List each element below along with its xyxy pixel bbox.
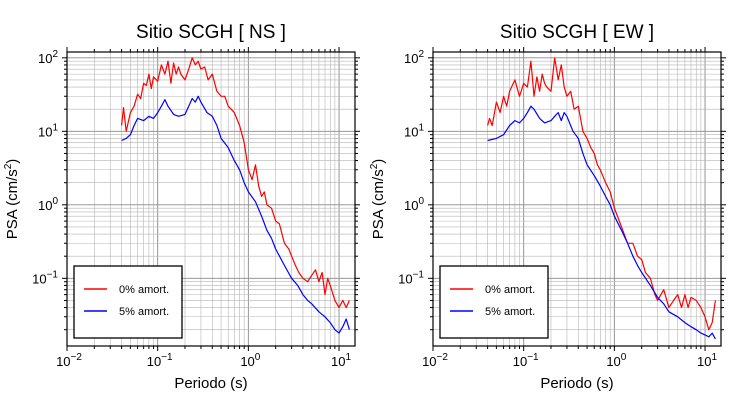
y-tick-label: 102: [38, 49, 58, 66]
legend-label: 5% amort.: [485, 306, 535, 318]
tick-base: 10: [38, 51, 52, 66]
y-tick-label: 101: [38, 122, 58, 139]
legend-label: 0% amort.: [119, 284, 169, 296]
x-tick-label: 100: [240, 352, 260, 369]
tick-base: 10: [697, 354, 711, 369]
y-label-superscript: 2: [3, 163, 14, 169]
tick-exponent: 2: [418, 49, 424, 60]
legend: 0% amort. 5% amort.: [73, 265, 183, 339]
tick-base: 10: [147, 354, 161, 369]
tick-base: 10: [404, 198, 418, 213]
tick-exponent: 1: [711, 352, 717, 363]
tick-base: 10: [606, 354, 620, 369]
series-line-0: [121, 57, 350, 309]
plot-frame: [432, 51, 722, 347]
y-label-main: PSA (cm/s: [4, 169, 21, 239]
tick-base: 10: [404, 124, 418, 139]
series-line-1: [487, 105, 716, 340]
tick-base: 10: [240, 354, 254, 369]
y-tick-label: 10−1: [398, 269, 424, 286]
y-axis-label: PSA (cm/s2): [369, 159, 387, 240]
axis-ticks: [62, 47, 360, 351]
tick-exponent: 0: [255, 352, 261, 363]
tick-exponent: −1: [527, 352, 539, 363]
tick-exponent: −1: [413, 269, 425, 280]
tick-exponent: 1: [52, 122, 58, 133]
tick-exponent: 0: [52, 196, 58, 207]
x-tick-label: 100: [606, 352, 626, 369]
tick-base: 10: [422, 354, 436, 369]
tick-exponent: −1: [47, 269, 59, 280]
tick-base: 10: [398, 271, 412, 286]
y-tick-label: 102: [404, 49, 424, 66]
tick-exponent: −2: [71, 352, 83, 363]
y-tick-label: 100: [38, 196, 58, 213]
y-label-end: ): [370, 159, 387, 164]
series-line-0: [487, 57, 716, 331]
legend: 0% amort. 5% amort.: [439, 265, 549, 339]
plot-frame: [66, 51, 356, 347]
series-line-1: [121, 95, 350, 334]
tick-exponent: 1: [418, 122, 424, 133]
y-tick-label: 101: [404, 122, 424, 139]
y-label-end: ): [4, 159, 21, 164]
tick-base: 10: [513, 354, 527, 369]
tick-exponent: 0: [621, 352, 627, 363]
tick-base: 10: [38, 198, 52, 213]
tick-exponent: 2: [52, 49, 58, 60]
tick-base: 10: [32, 271, 46, 286]
chart-title: Sitio SCGH [ EW ]: [500, 22, 654, 43]
legend-label: 0% amort.: [485, 284, 535, 296]
x-tick-label: 101: [697, 352, 717, 369]
y-axis-label: PSA (cm/s2): [3, 159, 21, 240]
tick-exponent: −2: [437, 352, 449, 363]
legend-box: [73, 265, 183, 339]
x-tick-label: 10−2: [56, 352, 82, 369]
tick-exponent: −1: [161, 352, 173, 363]
x-axis-label: Periodo (s): [174, 375, 247, 392]
y-tick-label: 10−1: [32, 269, 58, 286]
y-label-superscript: 2: [369, 163, 380, 169]
y-label-main: PSA (cm/s: [370, 169, 387, 239]
x-tick-label: 101: [331, 352, 351, 369]
x-tick-label: 10−1: [147, 352, 173, 369]
tick-base: 10: [404, 51, 418, 66]
tick-base: 10: [38, 124, 52, 139]
grid: [432, 52, 721, 346]
tick-base: 10: [56, 354, 70, 369]
legend-box: [439, 265, 549, 339]
tick-base: 10: [331, 354, 345, 369]
x-tick-label: 10−1: [513, 352, 539, 369]
y-tick-label: 100: [404, 196, 424, 213]
tick-exponent: 0: [418, 196, 424, 207]
x-axis-label: Periodo (s): [540, 375, 613, 392]
legend-label: 5% amort.: [119, 306, 169, 318]
axis-ticks: [428, 47, 726, 351]
x-tick-label: 10−2: [422, 352, 448, 369]
tick-exponent: 1: [345, 352, 351, 363]
chart-title: Sitio SCGH [ NS ]: [136, 22, 286, 43]
